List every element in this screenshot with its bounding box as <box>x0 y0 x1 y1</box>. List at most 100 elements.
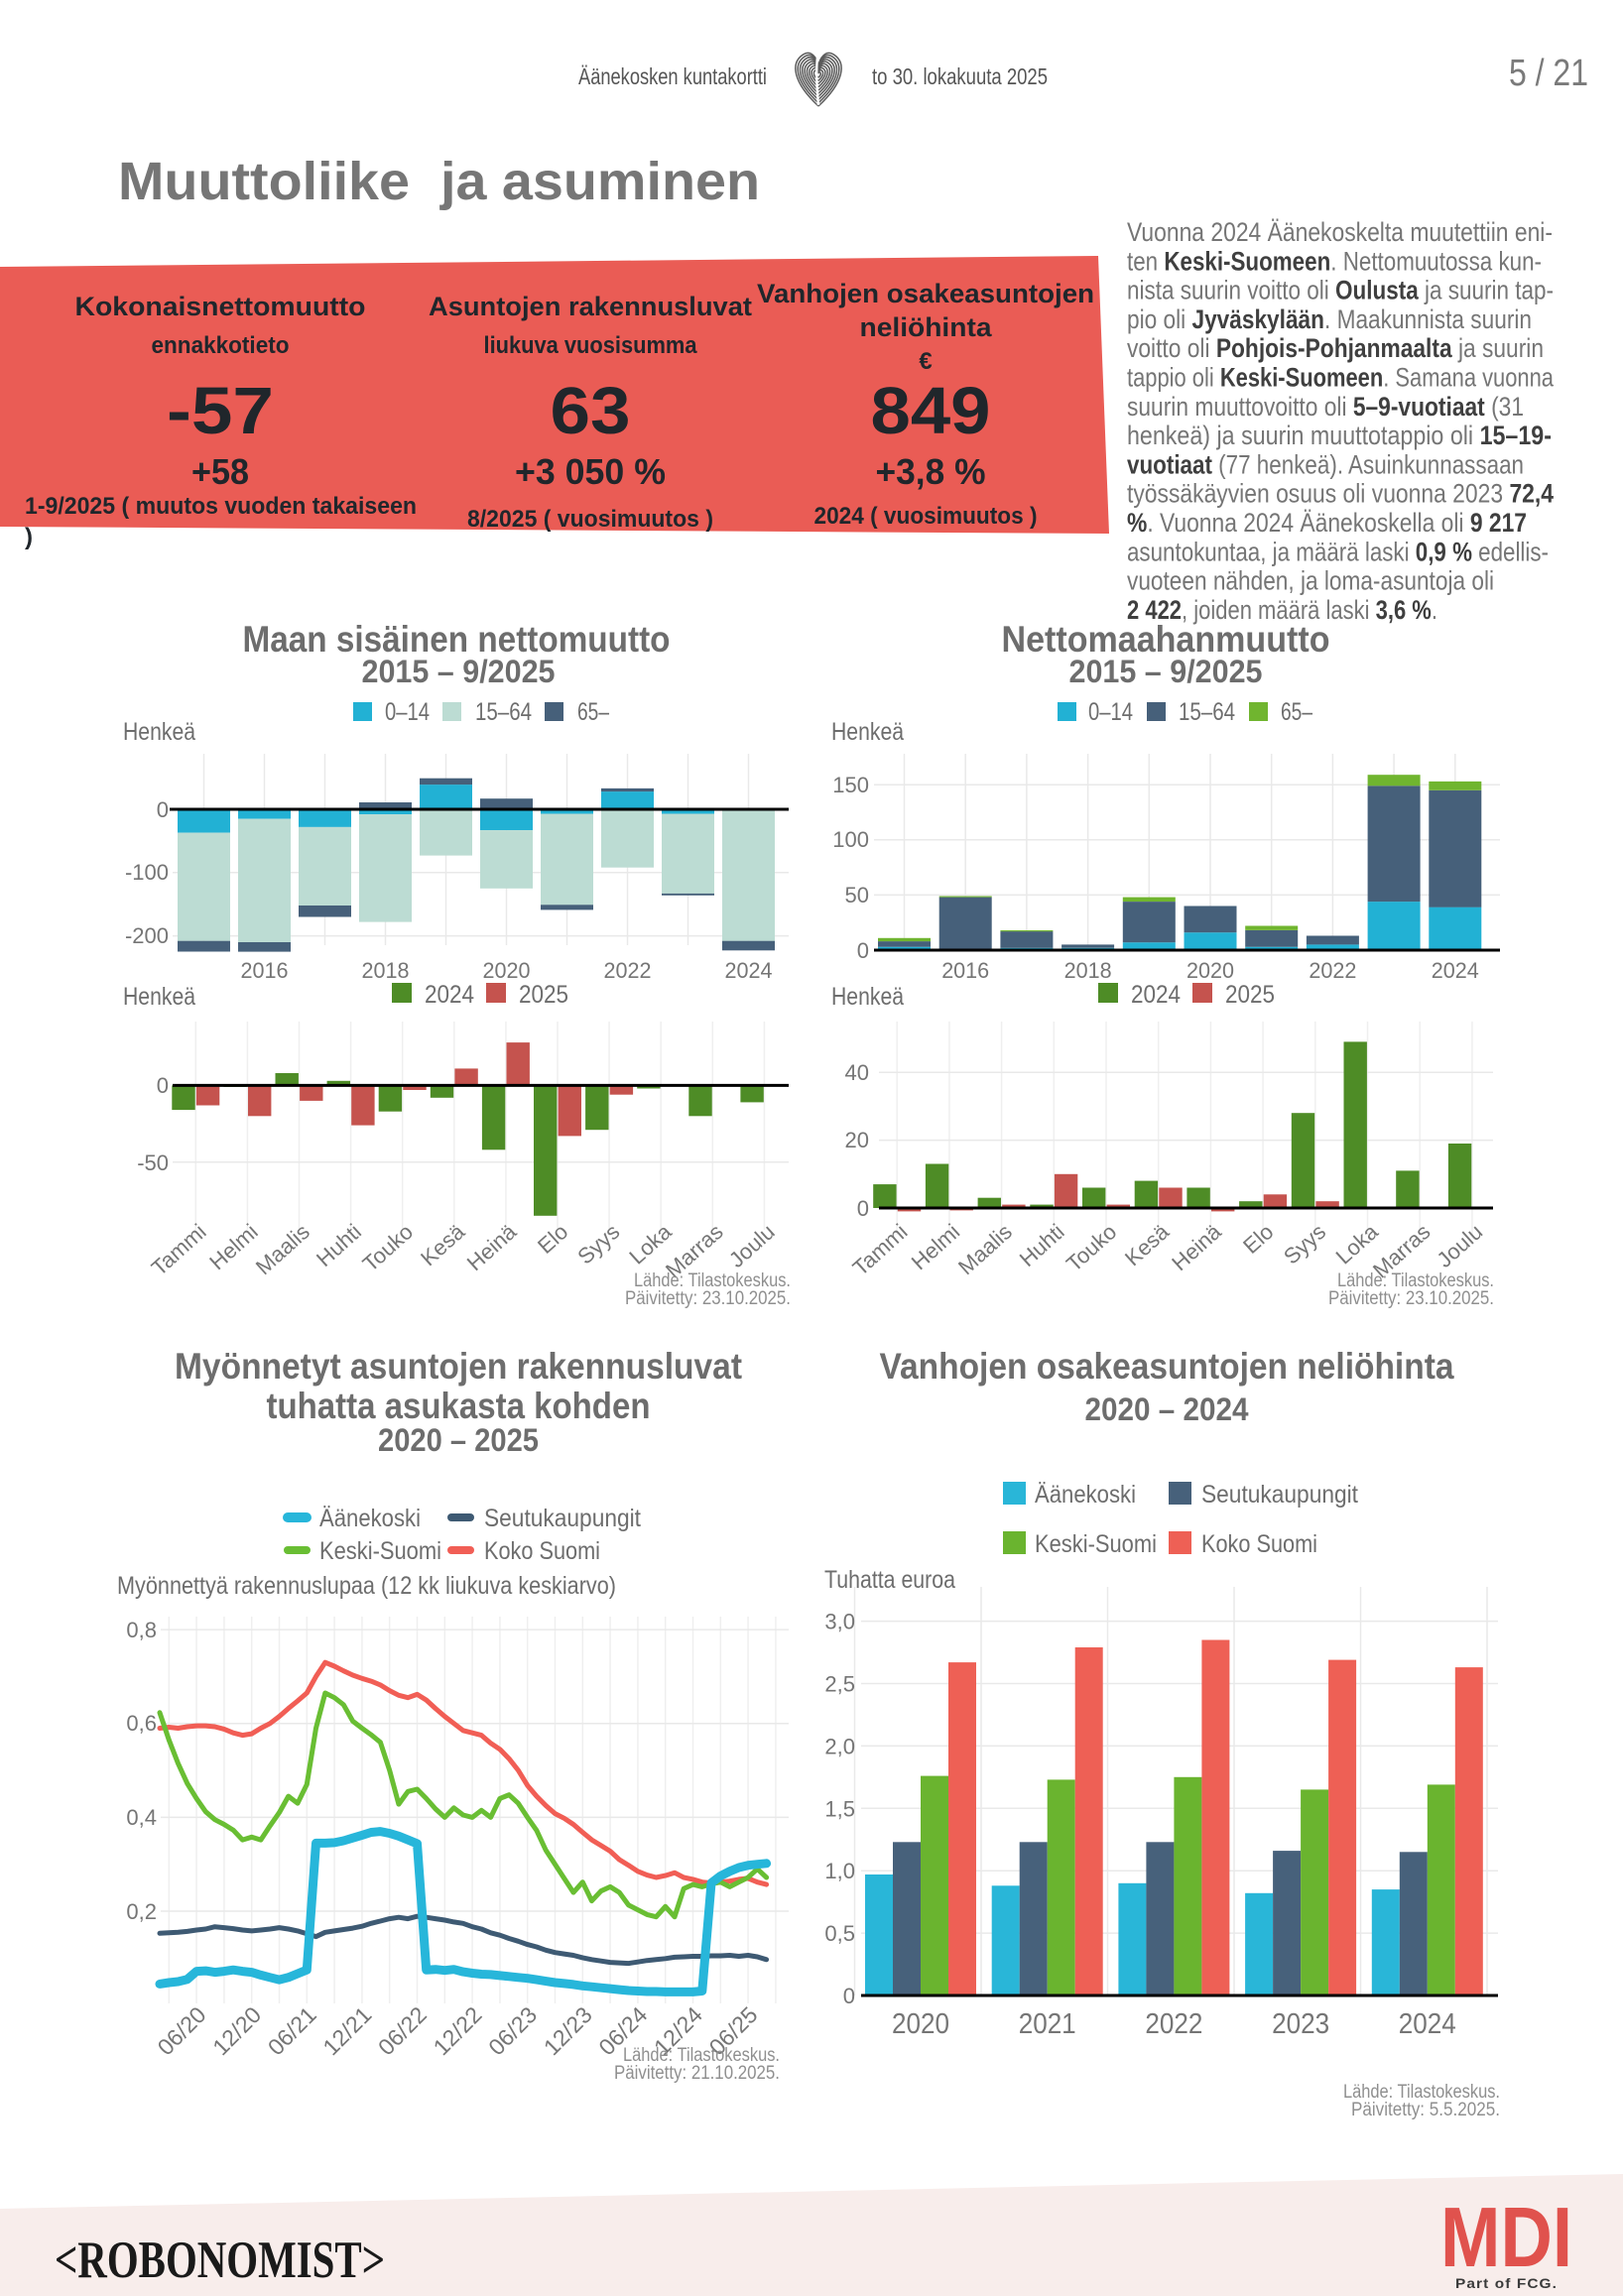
svg-text:Seutukaupungit: Seutukaupungit <box>484 1505 641 1532</box>
svg-text:2,5: 2,5 <box>824 1672 855 1697</box>
svg-text:1,5: 1,5 <box>824 1796 855 1821</box>
svg-text:Koko Suomi: Koko Suomi <box>484 1537 600 1565</box>
svg-text:2022: 2022 <box>1309 958 1356 983</box>
svg-text:2020 – 2025: 2020 – 2025 <box>378 1422 539 1458</box>
svg-text:5 / 21: 5 / 21 <box>1509 53 1588 94</box>
svg-text:2016: 2016 <box>941 958 989 983</box>
svg-text:-57: -57 <box>167 374 274 448</box>
svg-text:+3 050 %: +3 050 % <box>515 451 666 492</box>
svg-text:2018: 2018 <box>1064 958 1112 983</box>
svg-text:Äänekoski: Äänekoski <box>319 1505 421 1532</box>
svg-text:MDI: MDI <box>1440 2191 1572 2285</box>
svg-text:2025: 2025 <box>1225 981 1275 1009</box>
svg-text:ennakkotieto: ennakkotieto <box>152 332 290 359</box>
svg-text:0: 0 <box>157 797 169 822</box>
svg-text:2020 – 2024: 2020 – 2024 <box>1085 1391 1249 1427</box>
svg-text:2024 ( vuosimuutos ): 2024 ( vuosimuutos ) <box>814 503 1038 530</box>
svg-text:2,0: 2,0 <box>824 1734 855 1758</box>
svg-text:Päivitetty: 5.5.2025.: Päivitetty: 5.5.2025. <box>1351 2100 1500 2120</box>
svg-text:-100: -100 <box>125 860 169 885</box>
svg-text:2024: 2024 <box>1432 958 1479 983</box>
svg-text:2024: 2024 <box>425 981 474 1009</box>
svg-text:2022: 2022 <box>604 958 652 983</box>
svg-text:2021: 2021 <box>1019 2008 1076 2040</box>
svg-text:0: 0 <box>857 938 869 963</box>
svg-text:15–64: 15–64 <box>475 698 532 726</box>
svg-text:Maan sisäinen nettomuutto: Maan sisäinen nettomuutto <box>243 619 671 660</box>
svg-text:Lähde: Tilastokeskus.: Lähde: Tilastokeskus. <box>1337 1270 1494 1291</box>
svg-text:2018: 2018 <box>362 958 410 983</box>
svg-text:2020: 2020 <box>1186 958 1234 983</box>
svg-text:suurin muuttovoitto oli 5–9-vu: suurin muuttovoitto oli 5–9-vuotiaat (31 <box>1127 392 1524 422</box>
svg-text:Henkeä: Henkeä <box>831 983 904 1011</box>
svg-text:2020: 2020 <box>483 958 531 983</box>
svg-text:2024: 2024 <box>725 958 773 983</box>
svg-text:0,8: 0,8 <box>126 1618 157 1642</box>
svg-text:vuoteen nähden, ja loma-asunto: vuoteen nähden, ja loma-asuntoja oli <box>1127 566 1494 596</box>
svg-text:20: 20 <box>845 1128 869 1152</box>
svg-text:-50: -50 <box>137 1150 169 1175</box>
svg-text:Muuttoliike ja asuminen: Muuttoliike ja asuminen <box>118 152 760 211</box>
svg-text:): ) <box>25 524 33 550</box>
svg-text:2022: 2022 <box>1145 2008 1202 2040</box>
svg-text:0,2: 0,2 <box>126 1899 157 1924</box>
svg-text:Vanhojen osakeasuntojen: Vanhojen osakeasuntojen <box>757 279 1094 308</box>
svg-text:65–: 65– <box>577 698 609 726</box>
svg-text:2016: 2016 <box>241 958 289 983</box>
svg-text:2024: 2024 <box>1399 2008 1456 2040</box>
svg-text:Seutukaupungit: Seutukaupungit <box>1201 1481 1358 1509</box>
svg-text:asuntokuntaa, ja määrä laski 0: asuntokuntaa, ja määrä laski 0,9 % edell… <box>1127 537 1549 566</box>
svg-text:Vanhojen osakeasuntojen neliöh: Vanhojen osakeasuntojen neliöhinta <box>880 1346 1454 1387</box>
svg-text:50: 50 <box>845 883 869 907</box>
svg-text:Päivitetty: 21.10.2025.: Päivitetty: 21.10.2025. <box>614 2063 780 2084</box>
svg-text:40: 40 <box>845 1060 869 1085</box>
svg-text:8/2025 ( vuosimuutos ): 8/2025 ( vuosimuutos ) <box>467 506 713 533</box>
svg-text:Lähde: Tilastokeskus.: Lähde: Tilastokeskus. <box>634 1270 791 1291</box>
svg-text:Päivitetty: 23.10.2025.: Päivitetty: 23.10.2025. <box>625 1288 791 1309</box>
svg-text:150: 150 <box>832 773 869 797</box>
svg-text:Nettomaahanmuutto: Nettomaahanmuutto <box>1002 619 1330 660</box>
svg-text:3,0: 3,0 <box>824 1610 855 1634</box>
svg-text:vuotiaat (77 henkeä). Asuinkun: vuotiaat (77 henkeä). Asuinkunnassaan <box>1127 449 1524 479</box>
svg-text:-200: -200 <box>125 923 169 948</box>
svg-text:Päivitetty: 23.10.2025.: Päivitetty: 23.10.2025. <box>1328 1288 1494 1309</box>
svg-text:Henkeä: Henkeä <box>123 718 195 746</box>
svg-text:0,4: 0,4 <box>126 1805 157 1830</box>
svg-text:+3,8 %: +3,8 % <box>876 451 986 492</box>
svg-text:0,6: 0,6 <box>126 1711 157 1736</box>
svg-text:Henkeä: Henkeä <box>123 983 195 1011</box>
svg-text:63: 63 <box>551 374 631 448</box>
svg-text:to 30. lokakuuta 2025: to 30. lokakuuta 2025 <box>872 63 1048 89</box>
svg-text:neliöhinta: neliöhinta <box>860 312 993 342</box>
svg-text:%. Vuonna 2024 Äänekoskella ol: %. Vuonna 2024 Äänekoskella oli 9 217 <box>1127 508 1527 538</box>
svg-text:2025: 2025 <box>519 981 568 1009</box>
svg-text:<ROBONOMIST>: <ROBONOMIST> <box>55 2232 385 2289</box>
svg-text:0,5: 0,5 <box>824 1921 855 1946</box>
svg-text:Keski-Suomi: Keski-Suomi <box>1035 1530 1157 1558</box>
svg-text:Kokonaisnettomuutto: Kokonaisnettomuutto <box>75 292 366 321</box>
svg-text:voitto oli Pohjois-Pohjanmaalt: voitto oli Pohjois-Pohjanmaalta ja suuri… <box>1127 333 1544 363</box>
svg-text:Lähde: Tilastokeskus.: Lähde: Tilastokeskus. <box>1343 2082 1500 2103</box>
svg-text:Myönnetyt asuntojen rakennuslu: Myönnetyt asuntojen rakennusluvat <box>175 1346 742 1387</box>
svg-text:2020: 2020 <box>892 2008 949 2040</box>
svg-text:15–64: 15–64 <box>1179 698 1235 726</box>
svg-text:Henkeä: Henkeä <box>831 718 904 746</box>
svg-text:henkeä) ja suurin muuttotappio: henkeä) ja suurin muuttotappio oli 15–19… <box>1127 421 1552 450</box>
svg-text:ten Keski-Suomeen. Nettomuutos: ten Keski-Suomeen. Nettomuutossa kun- <box>1127 246 1542 276</box>
svg-text:pio oli Jyväskylään. Maakunnis: pio oli Jyväskylään. Maakunnista suurin <box>1127 304 1532 334</box>
svg-text:Asuntojen rakennusluvat: Asuntojen rakennusluvat <box>429 292 752 321</box>
svg-text:1-9/2025 ( muutos vuoden takai: 1-9/2025 ( muutos vuoden takaiseen <box>25 493 417 520</box>
svg-text:Keski-Suomi: Keski-Suomi <box>319 1537 441 1565</box>
svg-text:2024: 2024 <box>1131 981 1181 1009</box>
svg-text:1,0: 1,0 <box>824 1859 855 1883</box>
svg-text:Äänekosken kuntakortti: Äänekosken kuntakortti <box>578 63 767 89</box>
svg-text:Vuonna 2024 Äänekoskelta muute: Vuonna 2024 Äänekoskelta muutettiin eni- <box>1127 217 1553 247</box>
svg-text:0: 0 <box>857 1196 869 1221</box>
svg-text:2015 – 9/2025: 2015 – 9/2025 <box>362 654 556 689</box>
svg-text:849: 849 <box>871 374 991 448</box>
svg-text:Koko Suomi: Koko Suomi <box>1201 1530 1317 1558</box>
svg-text:Myönnettyä rakennuslupaa (12 k: Myönnettyä rakennuslupaa (12 kk liukuva … <box>117 1572 616 1600</box>
svg-text:2015 – 9/2025: 2015 – 9/2025 <box>1069 654 1263 689</box>
svg-text:0: 0 <box>157 1073 169 1098</box>
svg-text:tappio oli Keski-Suomeen. Sama: tappio oli Keski-Suomeen. Samana vuonna <box>1127 363 1555 393</box>
